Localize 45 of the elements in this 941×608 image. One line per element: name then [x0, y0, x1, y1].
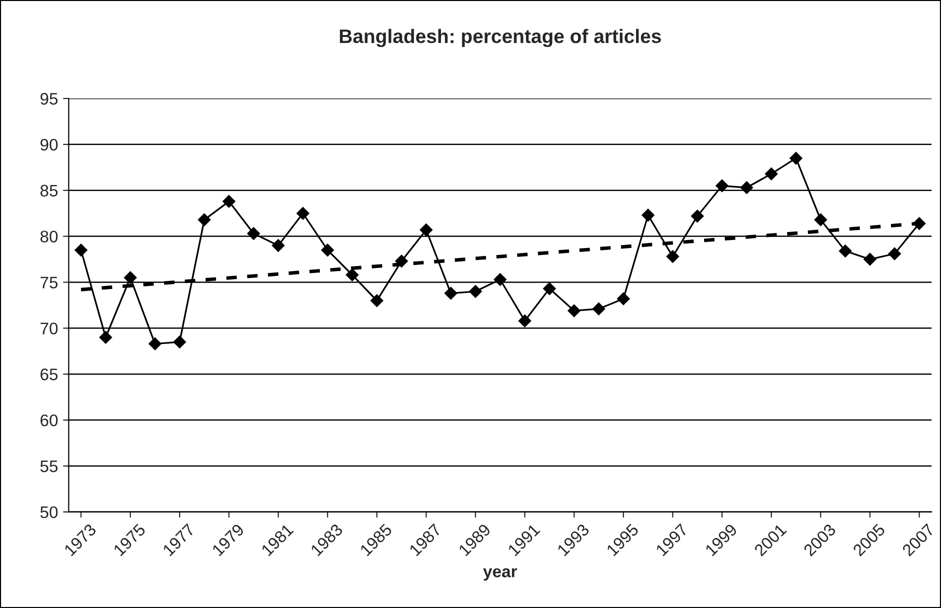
point: [346, 268, 359, 282]
point: [247, 227, 260, 240]
point: [148, 337, 162, 350]
point: [272, 239, 285, 252]
point: [764, 167, 778, 180]
point: [420, 223, 433, 236]
point: [469, 285, 482, 298]
point: [716, 179, 728, 192]
point: [494, 273, 507, 286]
y-tick-label: 80: [40, 230, 58, 243]
point: [814, 213, 828, 226]
point: [568, 304, 581, 318]
point: [592, 302, 606, 316]
y-tick-label: 90: [40, 138, 58, 151]
point: [124, 271, 137, 284]
point: [198, 213, 211, 226]
point: [296, 206, 310, 220]
point: [222, 194, 236, 208]
point: [99, 330, 112, 344]
y-tick-label: 65: [40, 368, 58, 380]
point: [690, 210, 704, 223]
y-tick-label: 50: [40, 506, 58, 518]
y-tick-label: 85: [40, 184, 58, 197]
point: [173, 336, 186, 348]
y-tick-label: 75: [40, 276, 58, 288]
point: [321, 244, 334, 257]
y-tick-label: 60: [40, 414, 58, 426]
point: [740, 181, 754, 194]
y-tick-label: 55: [40, 460, 58, 472]
point: [74, 244, 88, 257]
point: [888, 247, 902, 260]
y-tick-label: 70: [40, 322, 58, 334]
point: [864, 252, 876, 266]
point: [666, 250, 680, 263]
point: [617, 292, 630, 306]
point: [790, 152, 802, 165]
y-tick-label: 95: [40, 92, 58, 105]
point: [370, 294, 384, 308]
point: [518, 314, 532, 328]
chart-title: Bangladesh: percentage of articles: [340, 28, 661, 48]
point: [543, 282, 556, 296]
x-axis-title: year: [483, 568, 518, 581]
point: [838, 244, 852, 258]
point: [642, 208, 654, 222]
point: [444, 286, 458, 300]
